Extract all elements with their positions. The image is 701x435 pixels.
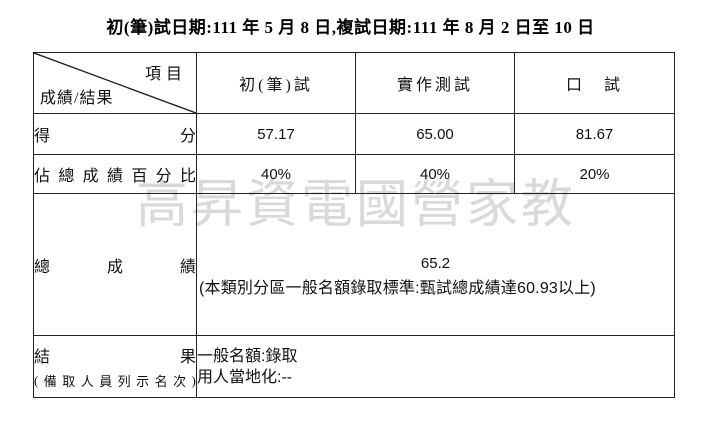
score-row-label-cell: 得分 <box>33 113 197 155</box>
total-score-note: (本類別分區一般名額錄取標準:甄試總成績達60.93以上) <box>199 279 596 297</box>
weight-row: 佔總成績百分比 40% 40% 20% <box>33 154 675 194</box>
total-row-label: 總成績 <box>34 258 196 276</box>
column-header-written-test: 初(筆)試 <box>196 52 356 114</box>
result-row: 結果 (備取人員列示名次) 一般名額:錄取 用人當地化:-- <box>33 335 675 398</box>
total-row: 總成績 65.2 (本類別分區一般名額錄取標準:甄試總成績達60.93以上) <box>33 193 675 336</box>
weight-practical-value: 40% <box>355 154 515 194</box>
results-table: 項目 成績/結果 初(筆)試 實作測試 口 試 得分 57.17 65.00 8… <box>33 52 675 398</box>
result-content-cell: 一般名額:錄取 用人當地化:-- <box>196 335 675 398</box>
result-general-quota: 一般名額:錄取 <box>197 347 298 365</box>
total-score-value: 65.2 <box>420 254 451 272</box>
corner-header-cell: 項目 成績/結果 <box>33 52 197 114</box>
result-row-label-cell: 結果 (備取人員列示名次) <box>33 335 197 398</box>
column-header-oral-test: 口 試 <box>514 52 675 114</box>
total-score-cell: 65.2 (本類別分區一般名額錄取標準:甄試總成績達60.93以上) <box>196 193 675 336</box>
score-row-label: 得分 <box>34 128 196 145</box>
weight-oral-value: 20% <box>514 154 675 194</box>
diagonal-line <box>34 53 196 113</box>
weight-written-value: 40% <box>196 154 356 194</box>
corner-label-score-result: 成績/結果 <box>40 90 114 107</box>
score-written-value: 57.17 <box>196 113 356 155</box>
result-row-sublabel: (備取人員列示名次) <box>34 372 196 390</box>
total-row-label-cell: 總成績 <box>33 193 197 336</box>
header-row: 項目 成績/結果 初(筆)試 實作測試 口 試 <box>33 52 675 114</box>
score-practical-value: 65.00 <box>355 113 515 155</box>
weight-row-label: 佔總成績百分比 <box>34 168 196 185</box>
corner-label-item: 項目 <box>144 66 187 83</box>
result-row-label: 結果 <box>34 349 196 366</box>
result-localization: 用人當地化:-- <box>197 368 293 386</box>
page-title: 初(筆)試日期:111 年 5 月 8 日,複試日期:111 年 8 月 2 日… <box>106 18 595 37</box>
column-header-practical-test: 實作測試 <box>355 52 515 114</box>
weight-row-label-cell: 佔總成績百分比 <box>33 154 197 194</box>
score-row: 得分 57.17 65.00 81.67 <box>33 113 675 155</box>
score-oral-value: 81.67 <box>514 113 675 155</box>
total-score-block: 65.2 (本類別分區一般名額錄取標準:甄試總成績達60.93以上) <box>197 232 674 298</box>
